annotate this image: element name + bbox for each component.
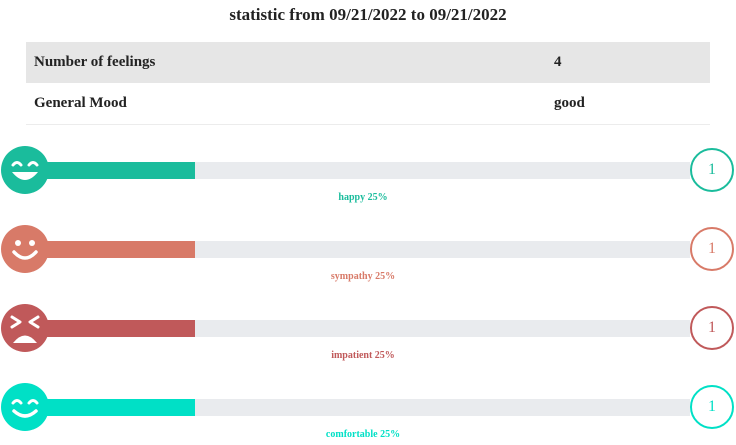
relieved-face-icon — [1, 383, 49, 431]
progress-track — [30, 241, 690, 258]
feeling-row-impatient: 1 impatient 25% — [0, 286, 736, 366]
feeling-row-sympathy: 1 sympathy 25% — [0, 207, 736, 287]
count-badge: 1 — [690, 148, 734, 192]
table-row: General Mood good — [26, 83, 710, 125]
progress-fill — [30, 162, 195, 179]
progress-fill — [30, 320, 195, 337]
progress-track — [30, 162, 690, 179]
progress-fill — [30, 399, 195, 416]
page-title: statistic from 09/21/2022 to 09/21/2022 — [229, 5, 507, 24]
progress-track — [30, 399, 690, 416]
count-badge: 1 — [690, 306, 734, 350]
count-badge: 1 — [690, 385, 734, 429]
feeling-label: impatient 25% — [331, 350, 395, 361]
frustrated-face-icon — [1, 304, 49, 352]
table-row: Number of feelings 4 — [26, 42, 710, 83]
stat-value: 4 — [546, 42, 710, 83]
feeling-row-comfortable: 1 comfortable 25% — [0, 365, 736, 445]
smiling-face-icon — [1, 225, 49, 273]
feeling-label: happy 25% — [338, 192, 388, 203]
feeling-label: sympathy 25% — [330, 271, 396, 282]
progress-track — [30, 320, 690, 337]
feeling-label: comfortable 25% — [325, 429, 401, 440]
progress-fill — [30, 241, 195, 258]
stat-value: good — [546, 83, 710, 125]
count-badge: 1 — [690, 227, 734, 271]
feeling-row-happy: 1 happy 25% — [0, 128, 736, 208]
stat-label: Number of feelings — [26, 42, 546, 83]
stat-label: General Mood — [26, 83, 546, 125]
grinning-face-icon — [1, 146, 49, 194]
stats-table: Number of feelings 4 General Mood good — [26, 42, 710, 125]
